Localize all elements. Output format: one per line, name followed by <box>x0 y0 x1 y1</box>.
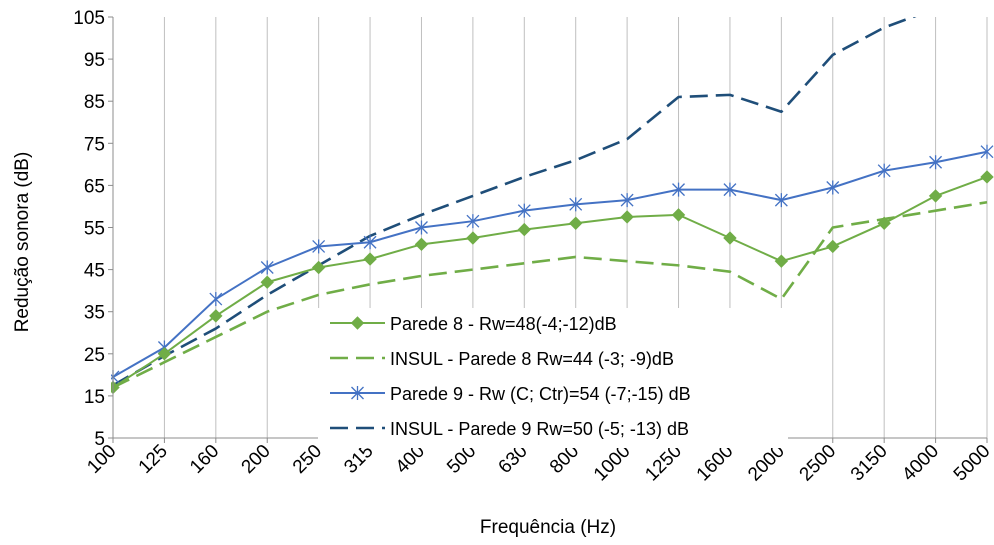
series-layer <box>111 17 994 395</box>
data-point-diamond <box>466 231 480 245</box>
y-tick-label: 55 <box>84 219 105 240</box>
series-line-3 <box>112 150 988 378</box>
data-point-diamond <box>260 275 274 289</box>
y-tick-label: 105 <box>73 8 105 29</box>
data-point-diamond <box>414 237 429 252</box>
data-point-asterisk <box>877 163 891 178</box>
y-tick-label: 15 <box>84 387 105 408</box>
y-tick-label: 5 <box>94 429 105 450</box>
data-point-asterisk <box>569 197 583 212</box>
y-tick-label: 25 <box>84 345 105 366</box>
y-tick-label: 85 <box>84 92 105 113</box>
data-point-asterisk <box>980 144 994 159</box>
y-axis-title: Redução sonora (dB) <box>12 152 33 333</box>
x-tick-label: 2500 <box>796 441 841 486</box>
data-point-asterisk <box>929 155 943 170</box>
y-tick-label: 35 <box>84 303 105 324</box>
series-clip-group <box>111 17 994 395</box>
data-point-diamond <box>723 231 737 245</box>
data-point-diamond <box>877 216 891 230</box>
legend: Parede 8 - Rw=48(-4;-12)dB INSUL - Parede… <box>318 308 788 448</box>
data-point-diamond <box>620 210 634 224</box>
data-point-asterisk <box>774 193 788 208</box>
data-point-asterisk <box>209 292 223 307</box>
x-tick-label: 5000 <box>950 441 994 486</box>
y-tick-label: 75 <box>84 134 105 155</box>
x-tick-label: 100 <box>83 441 120 478</box>
data-point-asterisk <box>620 193 634 208</box>
x-tick-label: 3150 <box>847 441 892 486</box>
x-tick-label: 4000 <box>898 441 943 486</box>
data-point-diamond <box>363 252 377 266</box>
data-point-diamond <box>517 222 532 237</box>
series-line-2 <box>112 200 988 389</box>
data-point-asterisk <box>312 239 326 254</box>
x-tick-label: 160 <box>186 441 223 478</box>
legend-label: INSUL - Parede 8 Rw=44 (-3; -9)dB <box>390 349 674 369</box>
y-tick-label: 45 <box>84 261 105 282</box>
legend-label: Parede 9 - Rw (C; Ctr)=54 (-7;-15) dB <box>390 384 691 404</box>
x-tick-label: 200 <box>238 441 275 478</box>
data-point-diamond <box>928 189 943 203</box>
data-point-asterisk <box>517 203 531 218</box>
data-point-diamond <box>774 254 789 268</box>
data-point-diamond <box>568 216 583 230</box>
data-point-diamond <box>157 347 172 361</box>
data-point-diamond <box>826 239 840 254</box>
data-point-asterisk <box>672 182 685 197</box>
data-point-diamond <box>209 309 223 323</box>
data-point-asterisk <box>466 214 480 229</box>
data-point-asterisk <box>415 220 428 235</box>
legend-label: INSUL - Parede 9 Rw=50 (-5; -13) dB <box>390 419 689 439</box>
series-line-4 <box>112 17 917 387</box>
legend-background <box>318 308 788 448</box>
data-point-asterisk <box>363 235 377 250</box>
y-tick-labels: 5 15 25 35 45 55 65 75 85 95 105 <box>73 8 105 450</box>
data-point-diamond <box>350 316 365 330</box>
y-tick-label: 95 <box>84 50 105 71</box>
data-point-diamond <box>980 170 994 184</box>
data-point-asterisk <box>723 182 737 197</box>
data-point-asterisk <box>260 260 274 275</box>
x-axis-title: Frequência (Hz) <box>480 517 616 538</box>
data-point-asterisk <box>351 386 364 400</box>
data-point-diamond <box>671 208 686 222</box>
series-line-1 <box>112 176 988 389</box>
data-point-diamond <box>311 260 326 275</box>
legend-label: Parede 8 - Rw=48(-4;-12)dB <box>390 314 617 334</box>
data-point-asterisk <box>826 180 840 195</box>
y-tick-label: 65 <box>84 176 105 197</box>
x-tick-label: 125 <box>135 441 172 478</box>
